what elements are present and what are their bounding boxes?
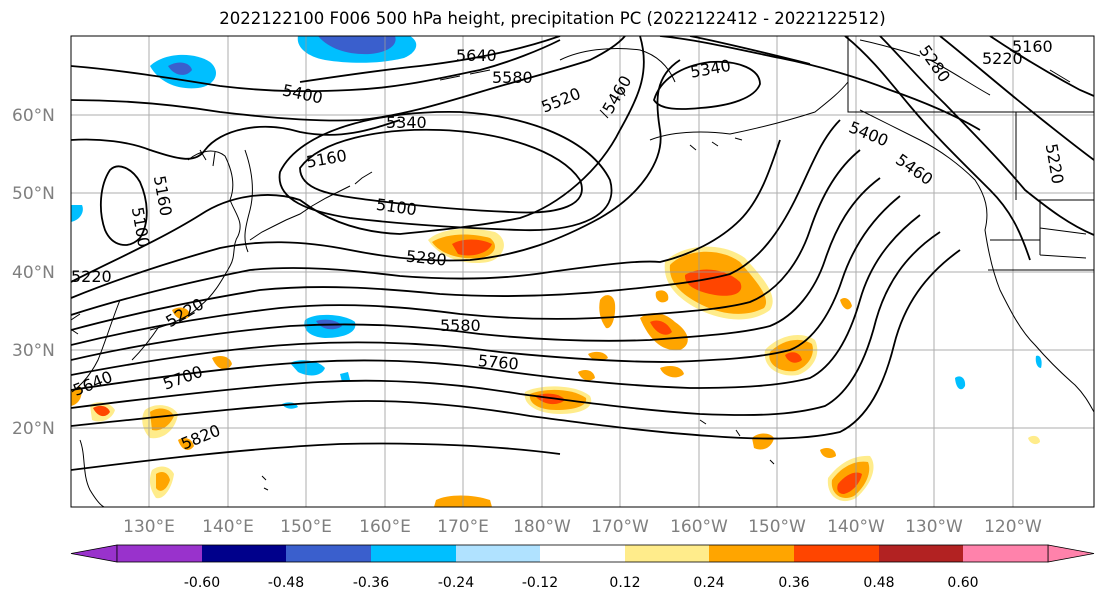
contour-label: 5580 [492,68,533,87]
colorbar-tick-label: -0.48 [268,575,304,591]
lon-label: 120°W [984,517,1042,537]
coastlines [71,36,1094,507]
precip-shading [71,36,1042,507]
colorbar-segment [709,545,794,562]
colorbar-segment [794,545,879,562]
colorbar-tick-label: -0.12 [522,575,558,591]
height-contours [71,36,1094,471]
colorbar-tick-label: -0.36 [353,575,389,591]
lat-axis: 60°N 50°N 40°N 30°N 20°N [12,106,55,439]
contour-label: 5760 [477,351,519,373]
lon-label: 180°W [513,517,571,537]
colorbar-segment [963,545,1048,562]
map-title: 2022122100 F006 500 hPa height, precipit… [219,9,886,28]
lon-label: 170°W [591,517,649,537]
lon-label: 130°W [905,517,963,537]
contour-label: 5220 [71,267,112,286]
lon-axis: 130°E 140°E 150°E 160°E 170°E 180°W 170°… [123,517,1042,537]
lat-label: 50°N [12,184,55,204]
colorbar-segment [879,545,963,562]
lat-label: 40°N [12,263,55,283]
lon-label: 140°E [202,517,254,537]
colorbar-tick-label: 0.48 [863,575,894,591]
lat-label: 30°N [12,341,55,361]
colorbar-segment [286,545,371,562]
colorbar-tick-label: 0.12 [609,575,640,591]
lon-label: 150°E [280,517,332,537]
lat-label: 60°N [12,106,55,126]
colorbar-tick-label: 0.24 [693,575,724,591]
colorbar-segment [202,545,286,562]
plot-frame [70,35,1095,508]
lon-label: 150°W [748,517,806,537]
colorbar-tick-label: 0.36 [778,575,809,591]
colorbar-segment [456,545,540,562]
colorbar [70,544,1095,563]
graticule [71,36,1094,507]
colorbar-extend-high [1047,544,1095,563]
lat-label: 20°N [12,419,55,439]
colorbar-labels: -0.60 -0.48 -0.36 -0.24 -0.12 0.12 0.24 … [184,575,979,591]
contour-label: 5220 [982,49,1023,68]
colorbar-segment [540,545,625,562]
colorbar-segment [371,545,456,562]
contour-label: 5640 [456,46,497,65]
contour-label: 5280 [405,247,447,270]
lon-label: 140°W [827,517,885,537]
colorbar-tick-label: 0.60 [947,575,978,591]
contour-label: 5340 [386,113,427,132]
lon-label: 160°W [670,517,728,537]
contour-label: 5580 [440,316,481,335]
lon-label: 130°E [123,517,175,537]
colorbar-frame [116,544,1049,563]
colorbar-extend-low [70,544,118,563]
lon-label: 170°E [437,517,489,537]
contour-label: 5160 [1012,37,1053,56]
lon-label: 160°E [359,517,411,537]
colorbar-tick-label: -0.24 [438,575,474,591]
colorbar-tick-label: -0.60 [184,575,220,591]
colorbar-segment [117,545,202,562]
colorbar-segment [625,545,709,562]
